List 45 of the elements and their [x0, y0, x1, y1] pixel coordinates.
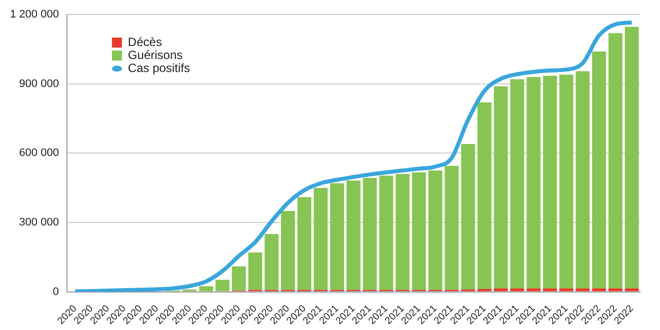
bar — [412, 172, 426, 290]
bar — [559, 288, 574, 292]
bar — [248, 252, 262, 290]
bar — [526, 76, 541, 288]
bar — [576, 288, 590, 292]
bar — [510, 288, 524, 292]
bar — [216, 280, 230, 292]
bar — [510, 79, 524, 288]
y-tick-label: 0 — [52, 286, 59, 298]
bar — [576, 71, 590, 288]
bar — [494, 86, 508, 288]
bar — [542, 76, 557, 288]
line-series — [73, 20, 634, 292]
bar — [199, 286, 214, 292]
y-tick-label: 600 000 — [19, 147, 59, 160]
bar — [232, 266, 246, 291]
bar — [264, 234, 279, 290]
bar — [428, 170, 442, 290]
bar — [624, 26, 639, 288]
bar — [346, 180, 360, 290]
bar — [494, 288, 508, 292]
bar — [281, 210, 295, 290]
bar — [542, 288, 557, 292]
legend-label: Décès — [128, 34, 162, 49]
bar — [444, 166, 459, 290]
bar — [379, 176, 394, 290]
bar — [477, 102, 492, 290]
bar — [592, 52, 606, 288]
bar — [559, 74, 574, 288]
bar — [330, 183, 344, 290]
bar — [297, 197, 312, 290]
bar — [461, 144, 476, 290]
bar — [608, 288, 622, 292]
y-tick-label: 1 200 000 — [10, 8, 59, 21]
bar — [526, 288, 541, 292]
legend-label: Guérisons — [128, 48, 183, 62]
bar — [592, 288, 606, 292]
legend-label: Cas positifs — [128, 60, 190, 75]
bar — [608, 33, 622, 288]
bar — [362, 178, 377, 290]
bar — [624, 288, 639, 292]
bar — [396, 174, 410, 290]
bar — [314, 188, 328, 290]
y-tick-label: 900 000 — [19, 78, 59, 90]
y-tick-label: 300 000 — [19, 216, 59, 229]
